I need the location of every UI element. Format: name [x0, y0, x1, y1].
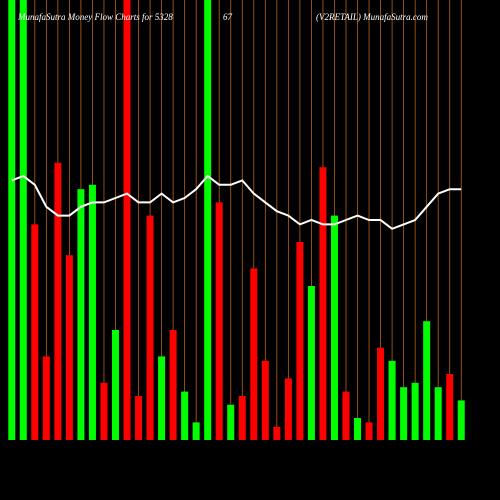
bar: [42, 356, 50, 440]
bar: [457, 400, 465, 440]
chart-title: MunafaSutra Money Flow Charts for 5328: [17, 12, 173, 22]
bar: [388, 360, 396, 440]
bar: [8, 0, 16, 440]
bar: [307, 286, 315, 440]
bar: [65, 255, 73, 440]
bar: [88, 184, 96, 440]
bar: [135, 396, 143, 440]
bar: [100, 382, 108, 440]
bar: [215, 202, 223, 440]
bar: [284, 378, 292, 440]
bar: [169, 330, 177, 440]
bar: [296, 242, 304, 440]
chart-title: 67: [223, 12, 233, 22]
bar: [158, 356, 166, 440]
bar: [273, 426, 281, 440]
bar: [54, 162, 62, 441]
bar: [354, 418, 362, 440]
money-flow-line: [11, 174, 462, 230]
bar: [365, 422, 373, 440]
bar: [19, 0, 27, 440]
bar: [377, 347, 385, 440]
bar: [261, 360, 269, 440]
bar: [238, 396, 246, 440]
bar: [111, 330, 119, 440]
bar: [77, 189, 85, 440]
bar: [342, 391, 350, 440]
bar: [330, 215, 338, 440]
marks: [8, 0, 465, 441]
bar: [31, 224, 39, 440]
bar: [227, 404, 235, 440]
bar: [146, 215, 154, 440]
bar: [181, 391, 189, 440]
bar: [204, 0, 212, 440]
bar: [434, 387, 442, 440]
bar: [446, 374, 454, 440]
bar: [250, 268, 258, 440]
bar: [319, 167, 327, 440]
bar: [423, 321, 431, 440]
bar: [123, 0, 131, 440]
bar: [411, 382, 419, 440]
chart-title: (V2RETAIL) MunafaSutra.com: [316, 12, 428, 22]
bar: [400, 387, 408, 440]
bar: [192, 422, 200, 440]
